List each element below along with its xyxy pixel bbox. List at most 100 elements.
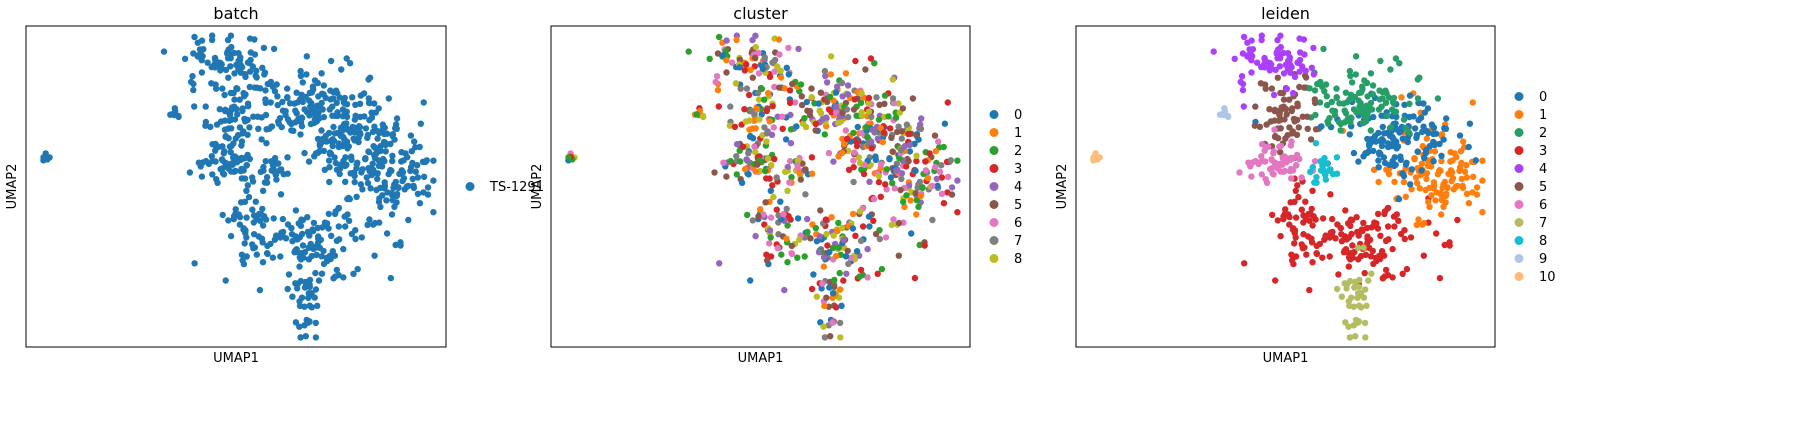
scatter-point xyxy=(318,127,325,134)
scatter-point xyxy=(895,219,903,227)
scatter-point xyxy=(1364,93,1371,100)
scatter-point xyxy=(865,108,873,115)
scatter-point xyxy=(309,83,317,90)
scatter-point xyxy=(320,82,327,89)
scatter-point xyxy=(828,214,835,221)
scatter-point xyxy=(1282,206,1289,213)
scatter-point xyxy=(1311,179,1318,186)
scatter-point xyxy=(1454,216,1461,224)
scatter-point xyxy=(771,83,778,91)
scatter-point xyxy=(331,154,338,161)
scatter-point xyxy=(243,214,250,221)
scatter-point xyxy=(1252,103,1259,110)
scatter-point xyxy=(209,171,216,178)
scatter-point xyxy=(1307,168,1314,175)
scatter-point xyxy=(1218,111,1225,118)
legend-label: 0 xyxy=(1014,108,1022,123)
scatter-point xyxy=(1268,61,1275,68)
scatter-point xyxy=(1237,78,1244,86)
scatter-point xyxy=(1374,225,1382,232)
scatter-point xyxy=(1443,115,1450,122)
scatter-point xyxy=(234,85,241,93)
scatter-point xyxy=(716,260,723,267)
scatter-point xyxy=(865,99,872,107)
scatter-point xyxy=(877,161,885,168)
scatter-point xyxy=(715,103,722,110)
scatter-point xyxy=(202,103,209,110)
scatter-point xyxy=(326,164,333,171)
scatter-point xyxy=(296,323,303,330)
scatter-point xyxy=(763,130,771,137)
legend-marker xyxy=(989,146,999,155)
scatter-point xyxy=(840,140,848,148)
scatter-point xyxy=(1345,254,1353,261)
scatter-point xyxy=(168,111,176,118)
scatter-point xyxy=(784,222,791,229)
scatter-point xyxy=(327,57,335,65)
scatter-point xyxy=(886,155,893,163)
x-axis-label: UMAP1 xyxy=(1263,351,1309,366)
scatter-point xyxy=(243,161,250,169)
panel-title: leiden xyxy=(1261,4,1310,23)
scatter-point xyxy=(262,87,269,94)
scatter-point xyxy=(782,136,790,143)
scatter-point xyxy=(800,120,807,127)
scatter-point xyxy=(348,230,356,238)
scatter-point xyxy=(365,148,372,155)
scatter-point xyxy=(832,252,840,260)
scatter-point xyxy=(228,125,235,132)
scatter-point xyxy=(810,271,817,278)
legend-marker xyxy=(1514,200,1524,209)
scatter-point xyxy=(250,113,257,120)
scatter-point xyxy=(1384,223,1392,230)
scatter-point xyxy=(423,157,430,164)
scatter-point xyxy=(879,138,886,146)
scatter-point xyxy=(430,157,437,164)
scatter-point xyxy=(1308,205,1315,213)
scatter-point xyxy=(892,114,900,121)
scatter-point xyxy=(786,158,794,165)
scatter-point xyxy=(296,254,303,261)
scatter-point xyxy=(932,163,939,171)
scatter-point xyxy=(383,197,390,204)
scatter-point xyxy=(1353,214,1360,221)
scatter-point xyxy=(411,138,418,145)
scatter-point xyxy=(250,212,258,219)
scatter-point xyxy=(365,76,372,83)
scatter-point xyxy=(1403,265,1411,273)
scatter-point xyxy=(1362,334,1369,341)
scatter-point xyxy=(311,244,318,251)
scatter-point xyxy=(931,132,939,139)
scatter-point xyxy=(817,207,824,214)
scatter-point xyxy=(759,65,767,73)
scatter-point xyxy=(271,236,279,243)
scatter-point xyxy=(1367,70,1375,77)
scatter-point xyxy=(922,158,929,165)
scatter-point xyxy=(733,141,741,148)
scatter-point xyxy=(1465,143,1472,151)
scatter-point xyxy=(700,113,707,121)
scatter-point xyxy=(1425,198,1432,206)
scatter-point xyxy=(278,166,285,173)
scatter-point xyxy=(304,214,311,221)
scatter-point xyxy=(850,157,857,164)
y-axis-label: UMAP2 xyxy=(530,164,545,210)
scatter-point xyxy=(1310,71,1318,78)
scatter-point xyxy=(745,91,753,99)
scatter-point xyxy=(1359,119,1367,127)
scatter-point xyxy=(231,70,238,77)
scatter-point xyxy=(326,129,333,137)
scatter-point xyxy=(1365,277,1372,284)
scatter-point xyxy=(806,108,814,115)
scatter-point xyxy=(726,122,734,129)
scatter-point xyxy=(382,148,389,155)
scatter-point xyxy=(254,113,261,120)
scatter-point xyxy=(1326,115,1333,122)
scatter-point xyxy=(827,53,835,60)
scatter-point xyxy=(853,248,861,255)
scatter-point xyxy=(1239,86,1247,94)
scatter-point xyxy=(1383,112,1391,120)
scatter-point xyxy=(374,170,381,177)
scatter-point xyxy=(821,131,828,138)
scatter-point xyxy=(816,233,823,240)
